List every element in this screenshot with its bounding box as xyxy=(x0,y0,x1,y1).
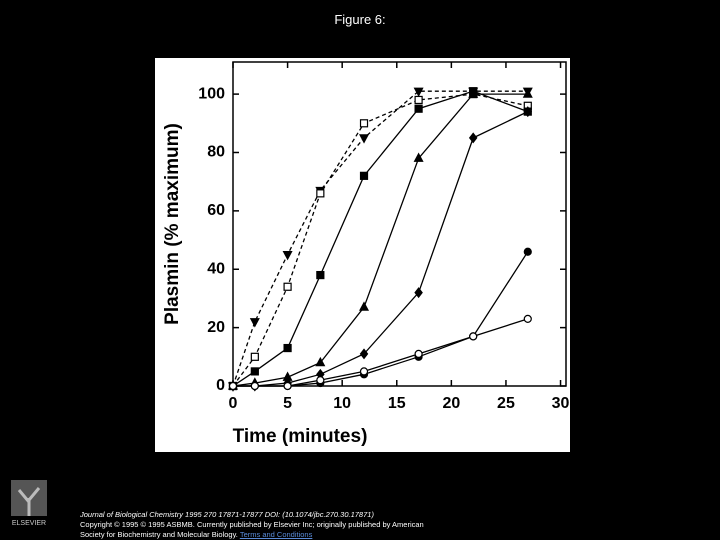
data-point xyxy=(469,332,478,341)
data-point xyxy=(316,270,325,280)
series-line xyxy=(232,93,528,387)
x-tick-label: 5 xyxy=(283,395,292,412)
data-point xyxy=(359,367,369,376)
plot-frame xyxy=(232,61,567,387)
data-point xyxy=(523,106,533,118)
y-tick-label: 80 xyxy=(207,144,225,161)
data-point xyxy=(523,314,532,323)
data-point xyxy=(359,119,369,128)
data-point xyxy=(414,349,423,358)
data-point xyxy=(359,171,369,180)
x-tick-label: 25 xyxy=(497,395,515,412)
data-point xyxy=(359,134,370,144)
data-point xyxy=(316,376,325,385)
terms-link[interactable]: Terms and Conditions xyxy=(239,530,313,539)
data-point xyxy=(413,152,424,162)
data-point xyxy=(359,301,370,311)
x-axis-label: Time (minutes) xyxy=(233,426,368,447)
x-tick-label: 15 xyxy=(388,395,406,412)
series-line xyxy=(232,93,528,387)
y-tick-label: 0 xyxy=(216,377,225,394)
data-point xyxy=(250,381,259,391)
data-point xyxy=(359,348,369,360)
series-line xyxy=(233,318,528,387)
x-tick-label: 10 xyxy=(333,395,351,412)
series-line xyxy=(232,90,529,387)
data-point xyxy=(522,88,533,98)
data-point xyxy=(283,343,292,353)
data-point xyxy=(249,318,260,328)
data-point xyxy=(250,367,259,376)
footer: Journal of Biological Chemistry 1995 270… xyxy=(80,510,424,540)
x-tick-label: 20 xyxy=(442,395,460,412)
data-point xyxy=(282,251,293,261)
logo-text: ELSEVIER xyxy=(11,520,47,527)
data-point xyxy=(414,287,423,299)
data-point xyxy=(283,282,292,291)
y-tick-label: 60 xyxy=(207,202,225,219)
data-point xyxy=(283,381,292,391)
data-point xyxy=(250,352,259,361)
citation: Journal of Biological Chemistry 1995 270… xyxy=(80,510,374,519)
y-axis-label: Plasmin (% maximum) xyxy=(162,123,183,325)
y-tick-label: 100 xyxy=(198,85,225,102)
data-point xyxy=(316,189,325,198)
data-point xyxy=(468,88,479,98)
y-tick-label: 40 xyxy=(207,260,225,277)
society: Society for Biochemistry and Molecular B… xyxy=(80,530,238,539)
data-point xyxy=(468,132,478,144)
publisher-logo: ELSEVIER xyxy=(6,478,52,527)
data-point xyxy=(414,104,423,113)
series-line xyxy=(232,90,528,387)
data-point xyxy=(414,95,423,105)
slide-title: Figure 6: xyxy=(334,12,386,27)
copyright: Copyright © 1995 © 1995 ASBMB. Currently… xyxy=(80,520,424,529)
x-tick-label: 0 xyxy=(229,395,238,412)
data-point xyxy=(413,87,424,97)
data-point xyxy=(228,381,238,391)
logo-tree xyxy=(11,480,47,516)
x-tick-label: 30 xyxy=(552,395,570,412)
data-point xyxy=(315,356,326,367)
y-tick-label: 20 xyxy=(207,319,225,336)
data-point xyxy=(523,247,532,256)
